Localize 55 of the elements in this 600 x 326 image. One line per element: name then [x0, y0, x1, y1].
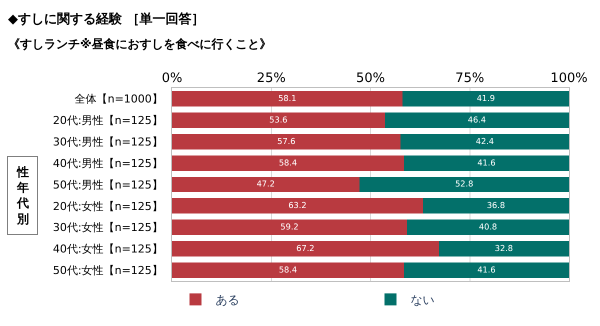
y-tick-label: 20代:男性【n=125】	[52, 114, 163, 128]
data-label: 67.2	[296, 243, 314, 254]
x-tick-label: 100%	[550, 70, 588, 86]
bar	[172, 241, 439, 257]
data-label: 36.8	[486, 200, 506, 210]
data-label: 57.6	[277, 136, 296, 146]
bar	[359, 176, 569, 192]
data-label: 40.8	[478, 222, 498, 232]
data-label: 58.1	[278, 92, 296, 103]
bar	[172, 176, 360, 192]
data-label: 46.4	[468, 114, 486, 124]
data-label: 41.6	[477, 264, 496, 274]
bar	[400, 134, 569, 150]
bar	[172, 91, 403, 106]
chart-title: ◆すしに関する経験 ［単一回答］	[8, 12, 205, 27]
x-tick-label: 0%	[162, 70, 182, 86]
bar	[404, 155, 569, 171]
bar	[422, 198, 569, 214]
y-tick-label: 20代:女性【n=125】	[52, 200, 163, 213]
data-label: 41.6	[477, 157, 496, 168]
x-tick-label: 75%	[455, 70, 484, 86]
bar	[172, 155, 404, 171]
data-label: 47.2	[256, 178, 275, 189]
data-label: 58.4	[278, 264, 298, 274]
data-label: 41.9	[476, 92, 495, 103]
y-tick-label: 40代:女性【n=125】	[52, 242, 163, 256]
x-tick-label: 25%	[256, 70, 286, 86]
bar	[402, 91, 569, 106]
data-label: 58.4	[278, 157, 298, 168]
legend-label: ない	[410, 293, 434, 308]
bar	[172, 134, 401, 150]
data-label: 63.2	[288, 200, 307, 210]
data-label: 52.8	[455, 178, 474, 189]
bar	[404, 262, 569, 278]
bar	[407, 220, 569, 236]
bar	[172, 220, 408, 236]
y-tick-label: 30代:男性【n=125】	[52, 135, 163, 148]
y-tick-label: 40代:男性【n=125】	[52, 156, 163, 170]
y-tick-label: 30代:女性【n=125】	[52, 221, 163, 234]
legend-label: ある	[216, 293, 240, 308]
y-tick-label: 50代:男性【n=125】	[52, 178, 163, 192]
y-tick-label: 50代:女性【n=125】	[52, 264, 163, 278]
x-tick-label: 50%	[356, 70, 385, 86]
chart-subtitle: 《すしランチ※昼食におすしを食べに行くこと》	[8, 37, 272, 51]
bar	[172, 262, 404, 278]
data-label: 32.8	[494, 243, 513, 254]
data-label: 42.4	[476, 136, 494, 146]
y-tick-label: 全体【n=1000】	[74, 92, 163, 106]
bar	[438, 241, 569, 257]
data-label: 53.6	[269, 114, 288, 124]
data-label: 59.2	[280, 222, 299, 232]
bar	[384, 112, 569, 128]
text: 性年代別	[16, 165, 29, 226]
bar	[172, 198, 423, 214]
bar	[172, 112, 385, 128]
